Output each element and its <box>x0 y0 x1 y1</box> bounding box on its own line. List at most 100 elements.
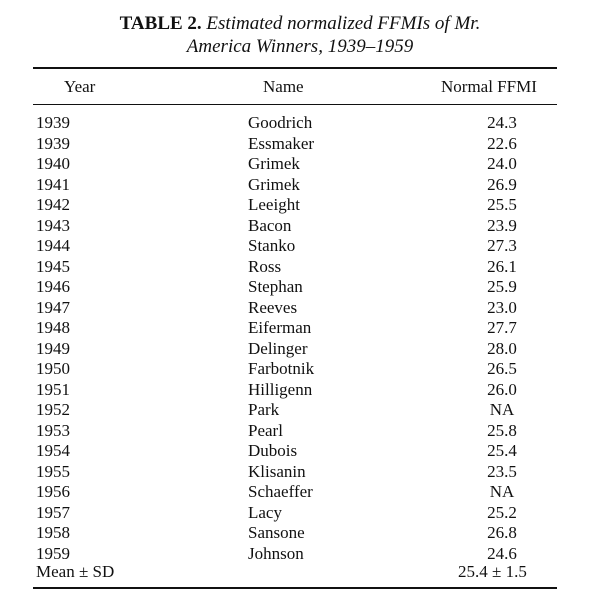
cell-ffmi: 25.8 <box>487 420 517 440</box>
table-body: 1939 Goodrich 24.3 1939 Essmaker 22.6 1940 Grim… <box>0 113 594 564</box>
cell-ffmi: 26.5 <box>487 359 517 378</box>
table-row: 1959 Johnson 24.6 <box>0 544 594 565</box>
cell-name: Essmaker <box>248 133 315 153</box>
cell-ffmi: 25.9 <box>487 277 517 296</box>
cell-year: 1952 <box>36 400 70 419</box>
cell-ffmi: NA <box>489 400 515 419</box>
cell-ffmi: 26.8 <box>487 523 517 542</box>
cell-name: Eiferman <box>248 318 312 337</box>
cell-year: 1948 <box>36 318 70 337</box>
cell-name: Schaeffer <box>248 482 313 501</box>
table-label: TABLE 2. <box>119 13 202 34</box>
cell-ffmi: 27.3 <box>487 236 517 255</box>
table-row: 1950 Farbotnik 26.5 <box>0 359 594 380</box>
cell-year: 1955 <box>36 461 70 481</box>
cell-name: Grimek <box>248 154 300 173</box>
cell-name: Bacon <box>248 215 292 235</box>
cell-year: 1947 <box>36 297 70 317</box>
table-row: 1957 Lacy 25.2 <box>0 503 594 524</box>
table-row: 1939 Goodrich 24.3 <box>0 113 594 134</box>
cell-name: Hilligenn <box>248 379 313 399</box>
table-row: 1949 Delinger 28.0 <box>0 339 594 360</box>
table-row: 1951 Hilligenn 26.0 <box>0 380 594 401</box>
table-row: 1940 Grimek 24.0 <box>0 154 594 175</box>
cell-year: 1945 <box>36 256 70 276</box>
cell-year: 1943 <box>36 215 70 235</box>
cell-name: Lacy <box>248 502 282 522</box>
cell-ffmi: 25.5 <box>487 195 517 214</box>
table-row: 1955 Klisanin 23.5 <box>0 462 594 483</box>
cell-ffmi: 28.0 <box>487 338 517 358</box>
cell-name: Pearl <box>248 420 283 440</box>
cell-year: 1959 <box>36 543 70 563</box>
cell-ffmi: 22.6 <box>487 133 517 153</box>
cell-name: Stanko <box>248 236 296 255</box>
table-row: 1941 Grimek 26.9 <box>0 175 594 196</box>
cell-ffmi: 24.6 <box>487 543 517 563</box>
cell-name: Leeight <box>248 195 300 214</box>
cell-year: 1940 <box>36 154 70 173</box>
table-row: 1939 Essmaker 22.6 <box>0 134 594 155</box>
cell-name: Farbotnik <box>248 359 315 378</box>
cell-year: 1956 <box>36 482 70 501</box>
cell-ffmi: 25.4 <box>487 441 517 460</box>
table-row: 1953 Pearl 25.8 <box>0 421 594 442</box>
cell-name: Johnson <box>248 543 304 563</box>
table-row: 1946 Stephan 25.9 <box>0 277 594 298</box>
cell-name: Goodrich <box>248 113 313 132</box>
cell-name: Park <box>248 400 280 419</box>
cell-ffmi: 23.0 <box>487 297 517 317</box>
table-row: 1942 Leeight 25.5 <box>0 195 594 216</box>
summary-label: Mean ± SD <box>36 562 115 581</box>
table-row: 1956 Schaeffer NA <box>0 482 594 503</box>
cell-year: 1939 <box>36 133 70 153</box>
cell-name: Reeves <box>248 297 298 317</box>
table-row: 1945 Ross 26.1 <box>0 257 594 278</box>
table-row: 1943 Bacon 23.9 <box>0 216 594 237</box>
table-row: 1947 Reeves 23.0 <box>0 298 594 319</box>
bottom-rule <box>33 587 557 589</box>
cell-ffmi: NA <box>489 482 515 501</box>
cell-ffmi: 24.3 <box>487 113 517 132</box>
cell-ffmi: 26.0 <box>487 379 517 399</box>
table-title-line-1: Estimated normalized FFMIs of Mr. <box>206 13 481 34</box>
cell-year: 1958 <box>36 523 70 542</box>
cell-name: Dubois <box>248 441 298 460</box>
cell-name: Grimek <box>248 174 300 194</box>
cell-year: 1942 <box>36 195 70 214</box>
cell-year: 1950 <box>36 359 70 378</box>
header-rule <box>33 104 557 105</box>
cell-year: 1946 <box>36 277 70 296</box>
cell-name: Ross <box>248 256 282 276</box>
cell-ffmi: 23.9 <box>487 215 517 235</box>
cell-year: 1944 <box>36 236 70 255</box>
cell-name: Klisanin <box>248 461 306 481</box>
cell-year: 1941 <box>36 174 70 194</box>
cell-ffmi: 26.1 <box>487 256 517 276</box>
cell-year: 1953 <box>36 420 70 440</box>
table-title-line-2: America Winners, 1939–1959 <box>186 36 414 57</box>
table-row: 1944 Stanko 27.3 <box>0 236 594 257</box>
table-row: 1954 Dubois 25.4 <box>0 441 594 462</box>
cell-ffmi: 26.9 <box>487 174 517 194</box>
cell-year: 1951 <box>36 379 70 399</box>
top-rule <box>33 67 557 69</box>
cell-name: Delinger <box>248 338 308 358</box>
header-ffmi: Normal FFMI <box>441 77 537 96</box>
table-row: 1952 Park NA <box>0 400 594 421</box>
table-caption: TABLE 2. Estimated normalized FFMIs of M… <box>30 12 570 58</box>
cell-year: 1939 <box>36 113 70 132</box>
header-name: Name <box>263 77 304 96</box>
caption-line-1: TABLE 2. Estimated normalized FFMIs of M… <box>30 12 570 35</box>
cell-year: 1949 <box>36 338 70 358</box>
cell-ffmi: 23.5 <box>487 461 517 481</box>
cell-ffmi: 24.0 <box>487 154 517 173</box>
summary-value: 25.4 ± 1.5 <box>458 562 527 581</box>
table-row: 1958 Sansone 26.8 <box>0 523 594 544</box>
cell-ffmi: 25.2 <box>487 502 517 522</box>
cell-name: Sansone <box>248 523 305 542</box>
cell-ffmi: 27.7 <box>487 318 517 337</box>
cell-year: 1954 <box>36 441 70 460</box>
header-year: Year <box>64 77 96 96</box>
table-row: 1948 Eiferman 27.7 <box>0 318 594 339</box>
